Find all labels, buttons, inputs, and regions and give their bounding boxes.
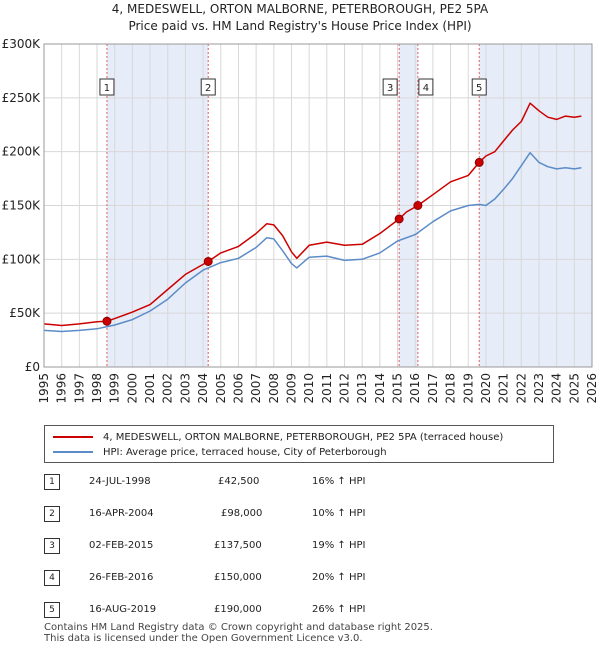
footer-licence: This data is licensed under the Open Gov… bbox=[44, 633, 363, 644]
sale-point bbox=[474, 157, 484, 167]
legend-swatch-property bbox=[53, 436, 93, 438]
x-tick-label: 1999 bbox=[108, 373, 122, 404]
x-tick-label: 2005 bbox=[214, 373, 228, 404]
sale-price: £98,000 bbox=[221, 508, 263, 519]
sale-label-box bbox=[418, 78, 434, 96]
x-tick-label: 2006 bbox=[231, 373, 245, 404]
plot-frame bbox=[43, 43, 593, 368]
table-row: 2 16-APR-2004 £98,000 10% ↑ HPI bbox=[44, 506, 464, 522]
x-tick-label: 2013 bbox=[355, 373, 369, 404]
y-tick-label: £150K bbox=[2, 199, 42, 213]
sale-price: £42,500 bbox=[218, 476, 260, 487]
sale-date: 26-FEB-2016 bbox=[89, 572, 154, 583]
x-tick-label: 2004 bbox=[196, 373, 210, 404]
sale-label-box bbox=[200, 78, 216, 96]
y-tick-label: £200K bbox=[2, 145, 42, 159]
x-tick-label: 2022 bbox=[514, 373, 528, 404]
sale-hpi: 20% ↑ HPI bbox=[312, 572, 366, 583]
x-tick-label: 2025 bbox=[567, 373, 581, 404]
chart-title: 4, MEDESWELL, ORTON MALBORNE, PETERBOROU… bbox=[111, 2, 489, 16]
sale-badge: 4 bbox=[44, 570, 60, 586]
sale-price: £150,000 bbox=[214, 572, 262, 583]
sale-date: 24-JUL-1998 bbox=[89, 476, 151, 487]
y-tick-label: £50K bbox=[9, 306, 41, 320]
x-tick-label: 2009 bbox=[284, 373, 298, 404]
legend-label-hpi: HPI: Average price, terraced house, City… bbox=[103, 446, 387, 458]
sale-badge: 2 bbox=[44, 506, 60, 522]
sale-label-box bbox=[382, 78, 398, 96]
series-line-hpi bbox=[43, 151, 582, 333]
footer-copyright: Contains HM Land Registry data © Crown c… bbox=[44, 622, 433, 633]
legend: 4, MEDESWELL, ORTON MALBORNE, PETERBOROU… bbox=[44, 425, 554, 463]
sale-point bbox=[394, 214, 404, 224]
sale-date: 16-AUG-2019 bbox=[89, 604, 157, 615]
table-row: 5 16-AUG-2019 £190,000 26% ↑ HPI bbox=[44, 602, 464, 618]
legend-label-property: 4, MEDESWELL, ORTON MALBORNE, PETERBOROU… bbox=[103, 431, 504, 443]
table-row: 4 26-FEB-2016 £150,000 20% ↑ HPI bbox=[44, 570, 464, 586]
x-tick-label: 2016 bbox=[408, 373, 422, 404]
series-line-property bbox=[43, 102, 582, 327]
x-tick-label: 1997 bbox=[72, 373, 86, 404]
x-tick-label: 2024 bbox=[550, 373, 564, 404]
x-tick-label: 2023 bbox=[532, 373, 546, 404]
sale-hpi: 16% ↑ HPI bbox=[312, 476, 366, 487]
x-tick-label: 2001 bbox=[143, 373, 157, 404]
x-tick-label: 2017 bbox=[426, 373, 440, 404]
y-tick-label: £300K bbox=[2, 37, 42, 51]
sale-label-box bbox=[99, 78, 115, 96]
sale-date: 16-APR-2004 bbox=[89, 508, 154, 519]
table-row: 1 24-JUL-1998 £42,500 16% ↑ HPI bbox=[44, 474, 464, 490]
x-tick-label: 1995 bbox=[37, 373, 51, 404]
x-tick-label: 2010 bbox=[302, 373, 316, 404]
sale-label-number: 3 bbox=[387, 83, 393, 94]
table-row: 3 02-FEB-2015 £137,500 19% ↑ HPI bbox=[44, 538, 464, 554]
x-tick-label: 2018 bbox=[444, 373, 458, 404]
chart-subtitle: Price paid vs. HM Land Registry's House … bbox=[128, 19, 472, 33]
sale-hpi: 19% ↑ HPI bbox=[312, 540, 366, 551]
sale-label-number: 2 bbox=[205, 83, 211, 94]
sale-hpi: 26% ↑ HPI bbox=[312, 604, 366, 615]
legend-item-hpi: HPI: Average price, terraced house, City… bbox=[53, 445, 387, 459]
x-tick-label: 2007 bbox=[249, 373, 263, 404]
x-tick-label: 2008 bbox=[267, 373, 281, 404]
x-tick-label: 2015 bbox=[391, 373, 405, 404]
x-tick-label: 2014 bbox=[373, 373, 387, 404]
sale-date: 02-FEB-2015 bbox=[89, 540, 154, 551]
y-tick-label: £250K bbox=[2, 91, 42, 105]
legend-item-property: 4, MEDESWELL, ORTON MALBORNE, PETERBOROU… bbox=[53, 430, 503, 444]
sale-badge: 5 bbox=[44, 602, 60, 618]
x-tick-label: 1996 bbox=[55, 373, 69, 404]
footer: Contains HM Land Registry data © Crown c… bbox=[44, 622, 433, 644]
x-tick-label: 2020 bbox=[479, 373, 493, 404]
x-tick-label: 2003 bbox=[178, 373, 192, 404]
x-tick-label: 1998 bbox=[90, 373, 104, 404]
sale-label-box bbox=[471, 78, 487, 96]
x-tick-label: 2000 bbox=[125, 373, 139, 404]
sale-price: £137,500 bbox=[214, 540, 262, 551]
sale-label-number: 4 bbox=[423, 83, 429, 94]
sale-label-number: 5 bbox=[476, 83, 482, 94]
legend-swatch-hpi bbox=[53, 451, 93, 453]
y-tick-label: £0 bbox=[25, 360, 40, 374]
sale-badge: 1 bbox=[44, 474, 60, 490]
y-tick-label: £100K bbox=[2, 252, 42, 266]
x-tick-label: 2019 bbox=[461, 373, 475, 404]
x-tick-label: 2026 bbox=[585, 373, 599, 404]
sale-point bbox=[413, 201, 423, 210]
sale-badge: 3 bbox=[44, 538, 60, 554]
sale-label-number: 1 bbox=[104, 83, 110, 94]
sale-point bbox=[203, 256, 213, 266]
sale-price: £190,000 bbox=[214, 604, 262, 615]
x-tick-label: 2002 bbox=[161, 373, 175, 404]
sale-hpi: 10% ↑ HPI bbox=[312, 508, 366, 519]
sale-point bbox=[102, 316, 112, 326]
x-tick-label: 2012 bbox=[338, 373, 352, 404]
x-tick-label: 2021 bbox=[497, 373, 511, 404]
x-tick-label: 2011 bbox=[320, 373, 334, 404]
